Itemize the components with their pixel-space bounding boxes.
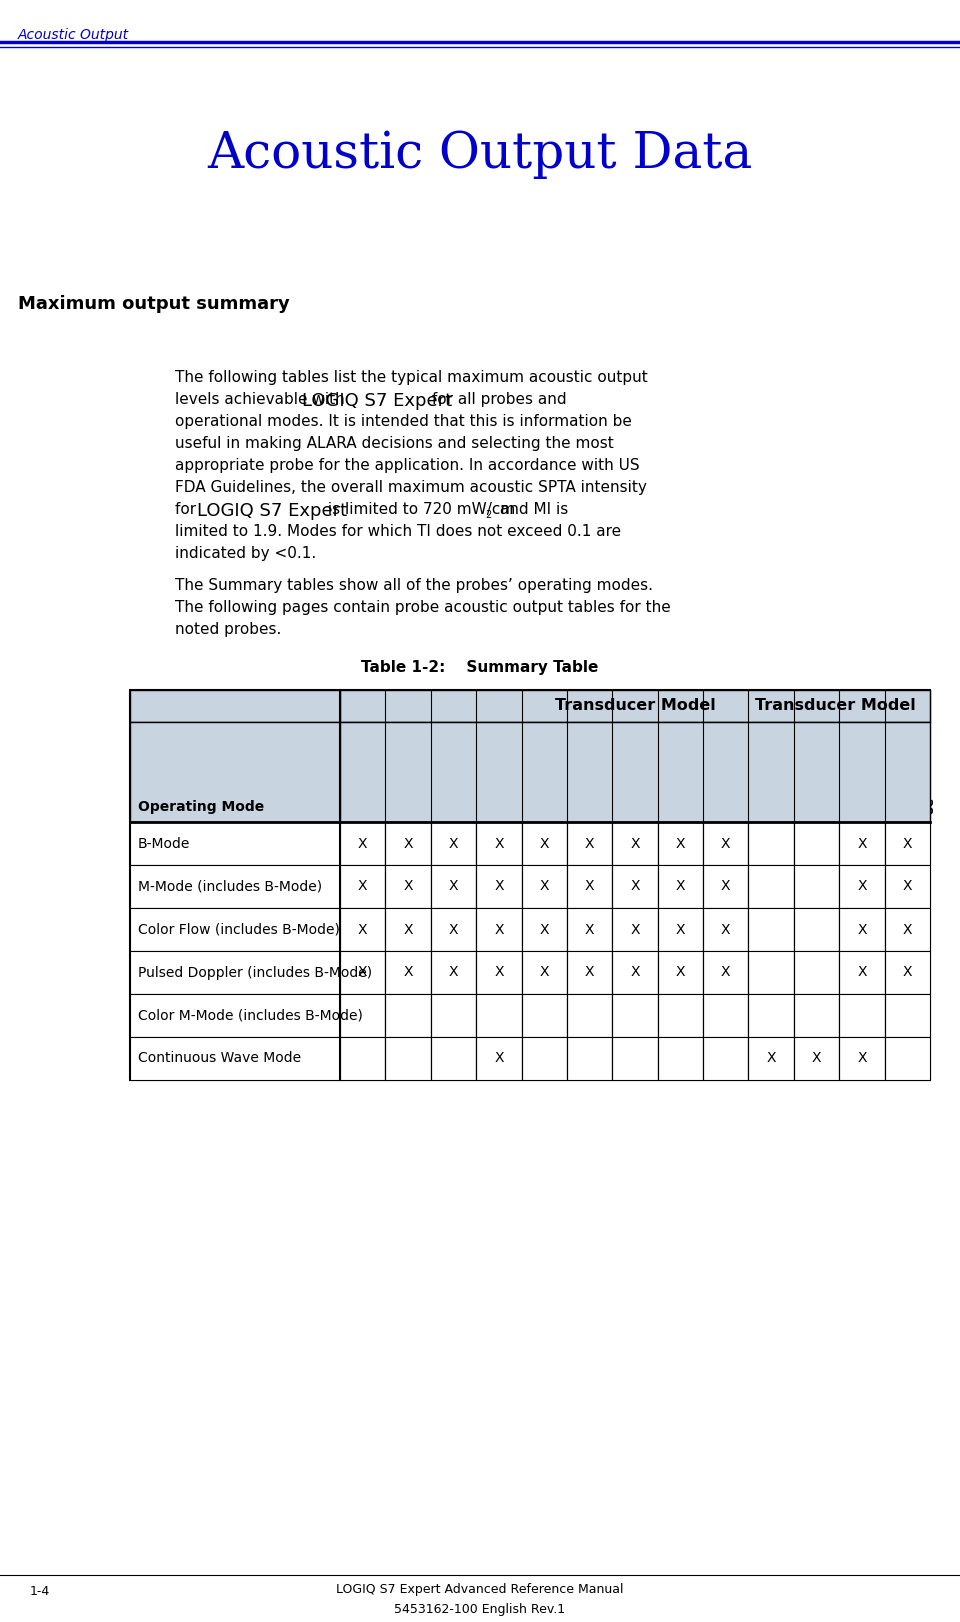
Text: X: X [585, 837, 594, 850]
Text: X: X [494, 1051, 504, 1066]
Text: X: X [540, 879, 549, 894]
Text: X: X [448, 837, 458, 850]
Text: X: X [857, 1051, 867, 1066]
Text: X: X [403, 923, 413, 936]
Text: 5453162-100 English Rev.1: 5453162-100 English Rev.1 [395, 1603, 565, 1616]
Text: RAB4-8-D: RAB4-8-D [469, 751, 483, 814]
Text: B-Mode: B-Mode [138, 837, 190, 850]
Text: X: X [676, 879, 685, 894]
Text: P2D: P2D [787, 787, 801, 814]
Text: X: X [902, 965, 912, 980]
Text: for all probes and: for all probes and [427, 393, 566, 407]
Text: ML6-15: ML6-15 [424, 766, 437, 814]
Text: Color M-Mode (includes B-Mode): Color M-Mode (includes B-Mode) [138, 1009, 363, 1022]
Text: C1-5-D: C1-5-D [561, 769, 573, 814]
Text: 2: 2 [485, 509, 492, 521]
Text: Transducer Model: Transducer Model [555, 699, 715, 714]
Text: Acoustic Output: Acoustic Output [18, 28, 130, 42]
Text: M-Mode (includes B-Mode): M-Mode (includes B-Mode) [138, 879, 323, 894]
Text: X: X [403, 837, 413, 850]
Text: LOGIQ S7 Expert: LOGIQ S7 Expert [197, 501, 348, 521]
Text: appropriate probe for the application. In accordance with US: appropriate probe for the application. I… [175, 457, 639, 474]
Text: Pulsed Doppler (includes B-Mode): Pulsed Doppler (includes B-Mode) [138, 965, 372, 980]
Text: X: X [902, 879, 912, 894]
Text: X: X [766, 1051, 776, 1066]
Text: X: X [494, 879, 504, 894]
Text: X: X [631, 837, 639, 850]
Text: X: X [721, 879, 731, 894]
Text: and MI is: and MI is [495, 501, 568, 517]
Text: X: X [403, 965, 413, 980]
Text: Maximum output summary: Maximum output summary [18, 295, 290, 313]
Text: Operating Mode: Operating Mode [138, 800, 264, 814]
Text: X: X [902, 837, 912, 850]
Text: X: X [448, 879, 458, 894]
Text: P6D: P6D [832, 787, 846, 814]
Text: X: X [721, 923, 731, 936]
Text: X: X [358, 837, 368, 850]
Text: Color Flow (includes B-Mode): Color Flow (includes B-Mode) [138, 923, 340, 936]
Text: X: X [494, 965, 504, 980]
Text: X: X [448, 965, 458, 980]
Text: X: X [494, 837, 504, 850]
Text: FDA Guidelines, the overall maximum acoustic SPTA intensity: FDA Guidelines, the overall maximum acou… [175, 480, 647, 495]
Text: X: X [358, 879, 368, 894]
Text: 3Sp-D: 3Sp-D [878, 774, 891, 814]
Text: X: X [812, 1051, 822, 1066]
Text: X: X [631, 965, 639, 980]
Text: LOGIQ S7 Expert Advanced Reference Manual: LOGIQ S7 Expert Advanced Reference Manua… [336, 1583, 624, 1596]
Text: is limited to 720 mW/cm: is limited to 720 mW/cm [323, 501, 516, 517]
Text: X: X [857, 965, 867, 980]
Text: X: X [676, 837, 685, 850]
Text: The following tables list the typical maximum acoustic output: The following tables list the typical ma… [175, 370, 648, 384]
Text: limited to 1.9. Modes for which TI does not exceed 0.1 are: limited to 1.9. Modes for which TI does … [175, 524, 621, 539]
Text: X: X [540, 923, 549, 936]
Text: Continuous Wave Mode: Continuous Wave Mode [138, 1051, 301, 1066]
Text: X: X [857, 837, 867, 850]
Text: operational modes. It is intended that this is information be: operational modes. It is intended that t… [175, 414, 632, 428]
Text: X: X [494, 923, 504, 936]
Text: X: X [585, 923, 594, 936]
Text: indicated by <0.1.: indicated by <0.1. [175, 547, 316, 561]
Text: X: X [721, 965, 731, 980]
Text: levels achievable with: levels achievable with [175, 393, 349, 407]
Text: for: for [175, 501, 201, 517]
Text: X: X [448, 923, 458, 936]
Text: X: X [676, 923, 685, 936]
Text: X: X [403, 879, 413, 894]
Text: X: X [721, 837, 731, 850]
Text: 11L-D: 11L-D [606, 775, 618, 814]
Text: X: X [358, 923, 368, 936]
Text: X: X [676, 965, 685, 980]
Text: X: X [358, 965, 368, 980]
Text: L8-18i-D: L8-18i-D [742, 757, 755, 814]
Text: X: X [902, 923, 912, 936]
Text: X: X [857, 923, 867, 936]
Text: The following pages contain probe acoustic output tables for the: The following pages contain probe acoust… [175, 600, 671, 615]
Text: The Summary tables show all of the probes’ operating modes.: The Summary tables show all of the probe… [175, 577, 653, 594]
Text: X: X [540, 837, 549, 850]
Text: 1-4: 1-4 [30, 1585, 50, 1598]
Text: Acoustic Output Data: Acoustic Output Data [207, 130, 753, 180]
Text: X: X [540, 965, 549, 980]
Text: X: X [631, 923, 639, 936]
Text: 3CRF-D: 3CRF-D [651, 766, 664, 814]
Text: X: X [585, 965, 594, 980]
Text: 8C: 8C [924, 796, 936, 814]
Text: Transducer Model: Transducer Model [755, 699, 916, 714]
Text: IC5-9-D: IC5-9-D [697, 764, 709, 814]
Text: 9L-D: 9L-D [379, 783, 392, 814]
Text: Table 1-2:    Summary Table: Table 1-2: Summary Table [361, 660, 599, 675]
Text: S4-10-D: S4-10-D [515, 761, 528, 814]
Text: noted probes.: noted probes. [175, 621, 281, 637]
Text: useful in making ALARA decisions and selecting the most: useful in making ALARA decisions and sel… [175, 436, 613, 451]
Text: X: X [857, 879, 867, 894]
Text: X: X [631, 879, 639, 894]
Text: LOGIQ S7 Expert: LOGIQ S7 Expert [302, 393, 452, 410]
Text: X: X [585, 879, 594, 894]
